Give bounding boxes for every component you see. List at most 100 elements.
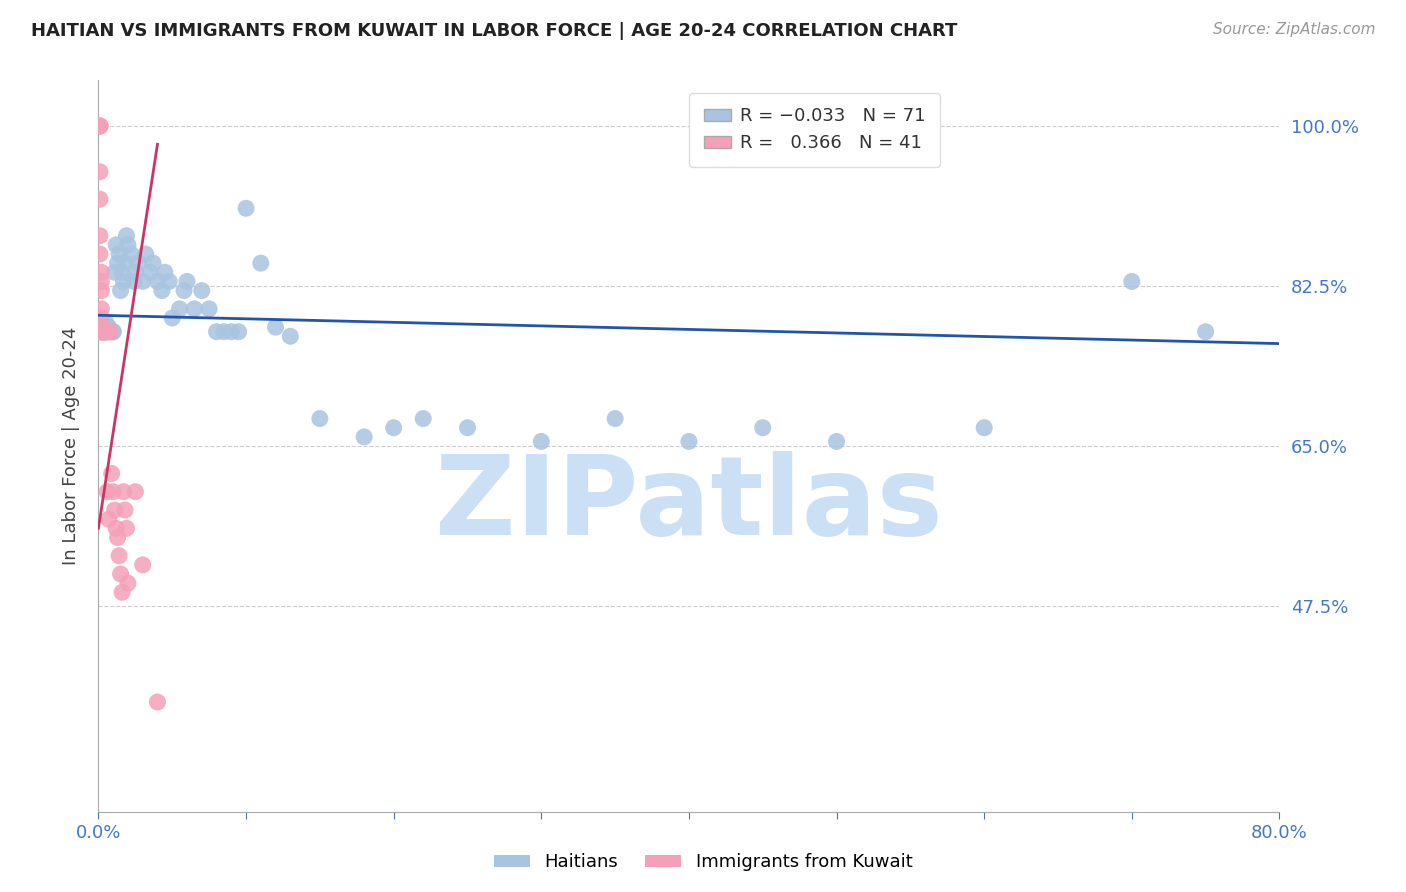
Haitians — [1195, 325, 1218, 339]
Haitians — [97, 320, 120, 334]
Haitians — [112, 275, 135, 289]
Haitians — [530, 434, 553, 449]
Immigrants from Kuwait — [110, 567, 132, 582]
Haitians — [139, 265, 162, 279]
Haitians — [96, 325, 118, 339]
Immigrants from Kuwait — [111, 585, 134, 599]
Haitians — [212, 325, 235, 339]
Haitians — [94, 325, 117, 339]
Immigrants from Kuwait — [114, 503, 136, 517]
Immigrants from Kuwait — [89, 228, 111, 243]
Immigrants from Kuwait — [90, 310, 112, 325]
Haitians — [108, 247, 131, 261]
Haitians — [169, 301, 191, 316]
Text: Source: ZipAtlas.com: Source: ZipAtlas.com — [1212, 22, 1375, 37]
Immigrants from Kuwait — [89, 119, 111, 133]
Haitians — [191, 284, 214, 298]
Immigrants from Kuwait — [89, 119, 111, 133]
Haitians — [605, 411, 627, 425]
Haitians — [264, 320, 287, 334]
Haitians — [183, 301, 205, 316]
Immigrants from Kuwait — [90, 284, 112, 298]
Haitians — [104, 265, 127, 279]
Haitians — [280, 329, 302, 343]
Haitians — [176, 275, 198, 289]
Immigrants from Kuwait — [115, 521, 138, 535]
Haitians — [97, 325, 120, 339]
Immigrants from Kuwait — [90, 265, 112, 279]
Immigrants from Kuwait — [105, 521, 128, 535]
Haitians — [157, 275, 180, 289]
Haitians — [98, 325, 121, 339]
Immigrants from Kuwait — [117, 576, 139, 591]
Haitians — [412, 411, 434, 425]
Haitians — [117, 238, 139, 252]
Immigrants from Kuwait — [91, 325, 114, 339]
Haitians — [98, 325, 121, 339]
Immigrants from Kuwait — [91, 325, 114, 339]
Immigrants from Kuwait — [89, 247, 111, 261]
Text: HAITIAN VS IMMIGRANTS FROM KUWAIT IN LABOR FORCE | AGE 20-24 CORRELATION CHART: HAITIAN VS IMMIGRANTS FROM KUWAIT IN LAB… — [31, 22, 957, 40]
Haitians — [90, 320, 112, 334]
Haitians — [135, 247, 157, 261]
Haitians — [221, 325, 243, 339]
Haitians — [162, 310, 183, 325]
Legend: Haitians, Immigrants from Kuwait: Haitians, Immigrants from Kuwait — [486, 847, 920, 879]
Text: ZIPatlas: ZIPatlas — [434, 451, 943, 558]
Haitians — [105, 238, 128, 252]
Immigrants from Kuwait — [91, 325, 114, 339]
Immigrants from Kuwait — [93, 325, 115, 339]
Haitians — [382, 420, 405, 434]
Haitians — [94, 320, 117, 334]
Immigrants from Kuwait — [91, 325, 114, 339]
Immigrants from Kuwait — [98, 325, 121, 339]
Haitians — [89, 325, 111, 339]
Haitians — [96, 325, 118, 339]
Immigrants from Kuwait — [146, 695, 169, 709]
Immigrants from Kuwait — [107, 530, 129, 544]
Immigrants from Kuwait — [112, 484, 135, 499]
Haitians — [353, 430, 375, 444]
Haitians — [825, 434, 848, 449]
Haitians — [107, 256, 129, 270]
Haitians — [457, 420, 479, 434]
Haitians — [103, 325, 125, 339]
Immigrants from Kuwait — [93, 325, 115, 339]
Haitians — [228, 325, 250, 339]
Immigrants from Kuwait — [103, 484, 125, 499]
Haitians — [235, 201, 257, 215]
Haitians — [173, 284, 195, 298]
Haitians — [93, 325, 115, 339]
Haitians — [103, 325, 125, 339]
Immigrants from Kuwait — [97, 512, 120, 526]
Immigrants from Kuwait — [94, 325, 117, 339]
Immigrants from Kuwait — [90, 275, 112, 289]
Haitians — [752, 420, 775, 434]
Haitians — [205, 325, 228, 339]
Haitians — [100, 325, 122, 339]
Immigrants from Kuwait — [89, 164, 111, 178]
Haitians — [153, 265, 176, 279]
Haitians — [111, 265, 134, 279]
Haitians — [198, 301, 221, 316]
Haitians — [120, 247, 142, 261]
Y-axis label: In Labor Force | Age 20-24: In Labor Force | Age 20-24 — [62, 326, 80, 566]
Haitians — [91, 325, 114, 339]
Haitians — [150, 284, 173, 298]
Haitians — [89, 325, 111, 339]
Haitians — [124, 265, 146, 279]
Immigrants from Kuwait — [90, 325, 112, 339]
Haitians — [309, 411, 332, 425]
Haitians — [110, 284, 132, 298]
Haitians — [250, 256, 273, 270]
Immigrants from Kuwait — [96, 325, 118, 339]
Haitians — [91, 325, 114, 339]
Immigrants from Kuwait — [100, 467, 122, 481]
Haitians — [94, 316, 117, 330]
Haitians — [127, 256, 149, 270]
Immigrants from Kuwait — [96, 484, 118, 499]
Haitians — [1121, 275, 1143, 289]
Haitians — [114, 256, 136, 270]
Immigrants from Kuwait — [104, 503, 127, 517]
Haitians — [678, 434, 700, 449]
